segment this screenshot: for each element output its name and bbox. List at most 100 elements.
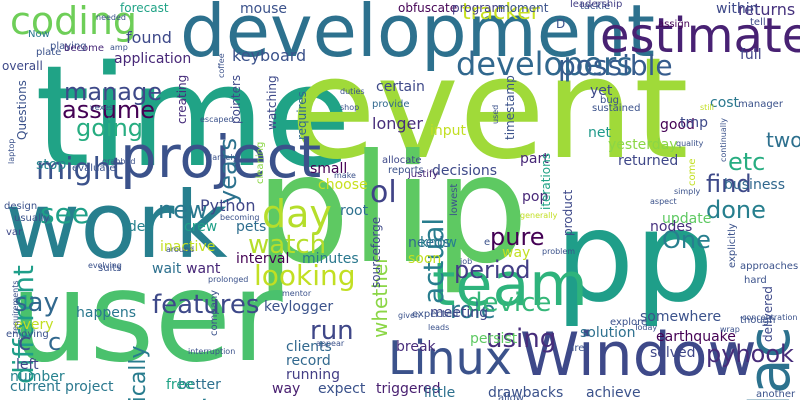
word-requirements: requirements <box>11 280 20 334</box>
word-mentor: mentor <box>282 289 312 298</box>
word-evolving: evolving <box>88 261 122 270</box>
word-provide: provide <box>372 99 410 110</box>
word-done: done <box>706 196 766 224</box>
word-mouse: mouse <box>240 1 287 17</box>
word-concentration: concentration <box>742 313 798 322</box>
word-questions: Questions <box>15 80 29 140</box>
word-enjoying: enjoying <box>6 329 49 340</box>
word-appear: appear <box>316 339 345 348</box>
word-left: left <box>16 357 39 373</box>
word-assume: assume <box>62 96 156 124</box>
word-running: running <box>286 367 341 383</box>
word-possible: possible <box>558 49 673 82</box>
word-escaped: escaped <box>200 115 234 124</box>
word-idea: idea <box>124 219 154 235</box>
word-period: period <box>454 256 531 284</box>
word-one: One <box>662 226 711 254</box>
word-largely: largely <box>210 153 238 162</box>
word-sourceforge: sourceforge <box>369 216 383 288</box>
word-continually: continually <box>719 118 728 162</box>
word-allocate: allocate <box>382 155 422 166</box>
word-plip: plip <box>255 123 529 297</box>
word-now: Now <box>28 29 50 40</box>
word-inactive: inactive <box>160 239 216 255</box>
word-expect: expect <box>318 381 366 397</box>
word-forecast: forecast <box>120 1 169 15</box>
word-aspect: aspect <box>650 197 677 206</box>
word-requires: requires <box>295 91 309 140</box>
word-program: program <box>452 1 504 15</box>
word-leads: leads <box>428 323 450 332</box>
word-becoming: becoming <box>220 213 260 222</box>
word-justify: justify <box>408 169 439 180</box>
word-clients: clients <box>286 339 332 355</box>
word-amp: amp <box>110 43 128 52</box>
word-run: run <box>310 316 354 346</box>
word-href: href <box>568 343 588 354</box>
word-minutes: minutes <box>302 251 359 267</box>
word-going: going <box>76 114 144 142</box>
word-solution: solution <box>580 325 636 341</box>
word-returned: returned <box>618 153 679 169</box>
word-using: using <box>486 324 557 354</box>
word-achieve: achieve <box>586 385 641 400</box>
word-pets: pets <box>236 219 267 235</box>
word-part: part <box>520 151 549 167</box>
word-small: small <box>310 161 348 177</box>
word-suits: suits <box>98 263 122 274</box>
word-e: e <box>484 237 491 248</box>
word-find: find <box>706 170 752 198</box>
word-break: break <box>396 339 436 355</box>
word-explore: explore <box>610 317 648 328</box>
word-tracker: tracker <box>462 0 540 25</box>
word-decisions: decisions <box>432 163 498 179</box>
word-every: every <box>14 317 54 333</box>
word-looking: looking <box>254 259 356 292</box>
word-day: day <box>262 192 332 236</box>
word-typically: typically <box>126 345 151 400</box>
word-solved: solved <box>650 345 696 361</box>
word-c: c <box>18 328 32 356</box>
word-soon: soon <box>408 251 442 267</box>
word-evaluate: evaluate <box>72 163 116 174</box>
word-prolonged: prolonged <box>208 275 249 284</box>
word-role: role <box>450 296 496 324</box>
word-assign: assign <box>658 19 691 30</box>
word-application: application <box>114 51 192 67</box>
word-watch: watch <box>248 230 327 260</box>
word-root: root <box>340 203 369 219</box>
word-good: good <box>660 117 695 133</box>
word-still: still <box>700 103 714 112</box>
word-around: around <box>166 245 195 254</box>
word-wrap: wrap <box>720 325 740 334</box>
word-approaches: approaches <box>740 261 799 272</box>
word-shop: shop <box>340 103 360 112</box>
word-little: little <box>424 385 456 400</box>
word-product: product <box>561 189 575 236</box>
word-leadership: leadership <box>570 0 623 10</box>
word-come: come <box>687 158 698 186</box>
word-input: input <box>430 123 467 139</box>
word-reports: reports <box>388 165 424 176</box>
word-quality: quality <box>676 139 704 148</box>
word-project: project <box>120 123 322 191</box>
word-vexes: vexes <box>90 103 114 112</box>
word-see: see <box>40 197 90 230</box>
word-python: Python <box>200 196 256 215</box>
word-current-project: current project <box>10 379 114 395</box>
word-earthquake: earthquake <box>656 329 736 345</box>
word-tackle: tackle <box>580 1 611 12</box>
word-problem: problem <box>542 247 576 256</box>
word-manager: manager <box>738 99 783 110</box>
word-persist: persist <box>470 331 518 347</box>
word-used: used <box>491 104 500 124</box>
word-cleaning: cleaning <box>255 141 266 184</box>
word-coding: coding <box>10 0 138 43</box>
word-iterations: iterations <box>539 153 553 210</box>
word-features: features <box>152 290 260 320</box>
word-linux: Linux <box>388 331 512 385</box>
word-years: years <box>214 137 242 204</box>
word-new: new <box>158 196 208 224</box>
word-two: two <box>766 128 800 152</box>
